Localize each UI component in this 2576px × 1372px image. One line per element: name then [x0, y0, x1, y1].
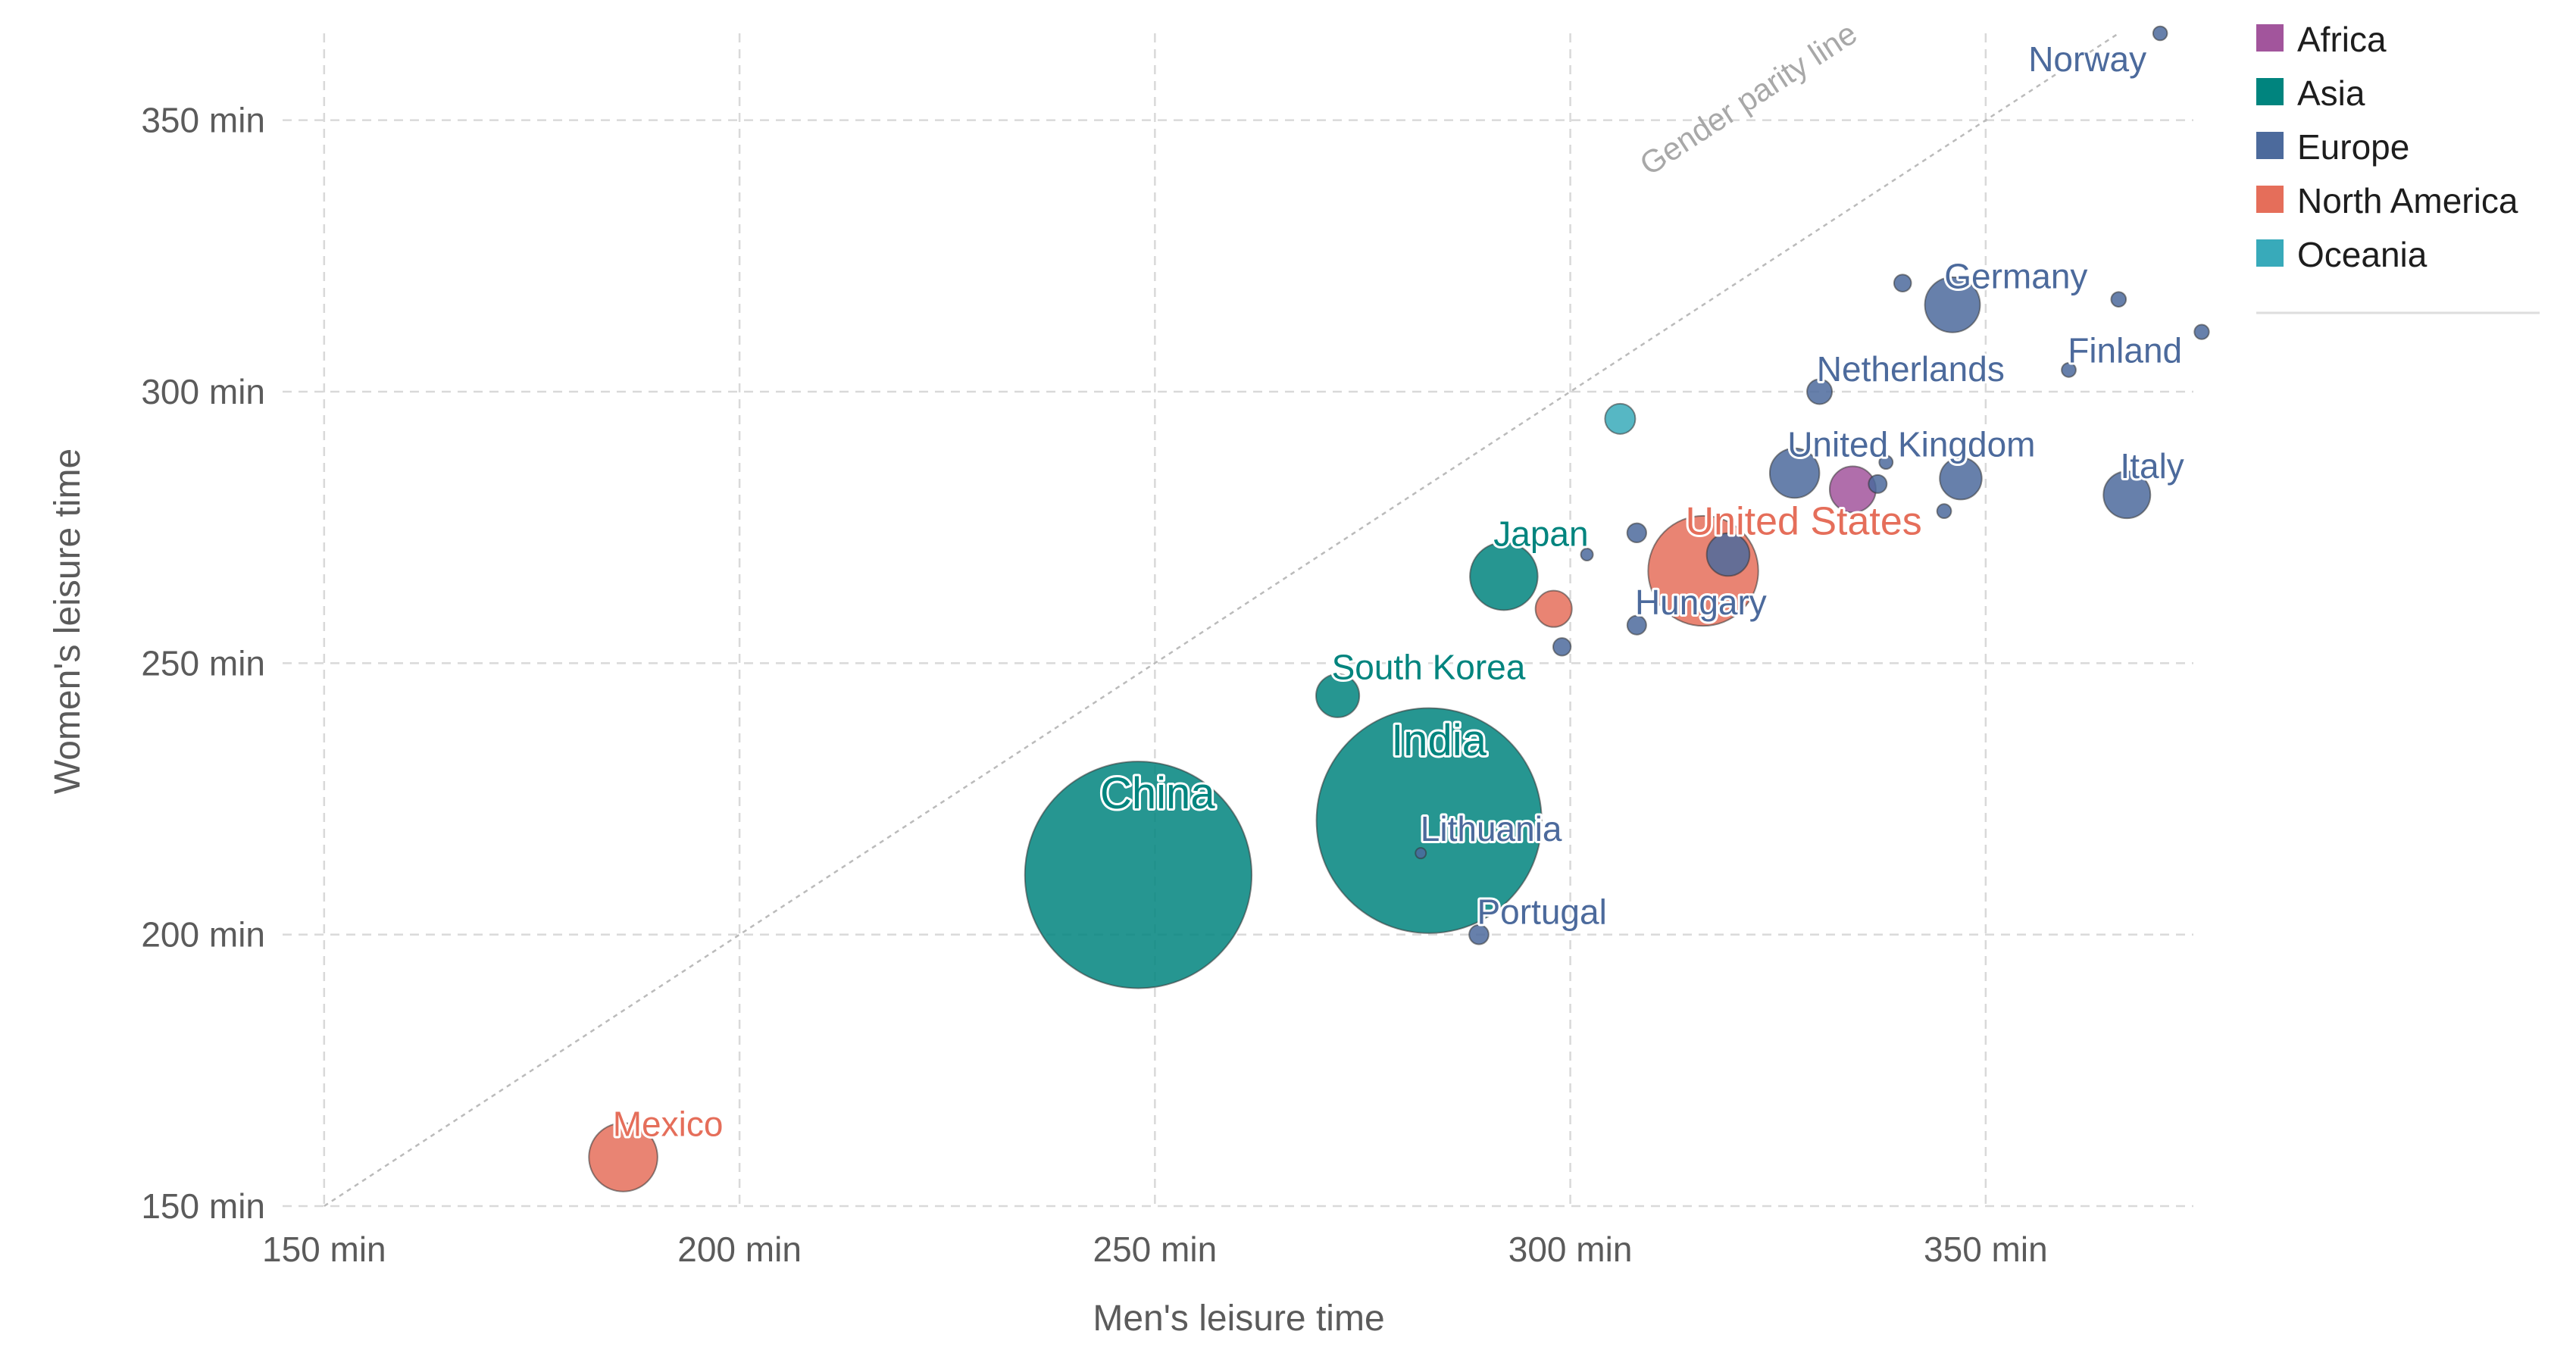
data-point[interactable] — [1626, 522, 1647, 543]
legend-label[interactable]: Oceania — [2297, 235, 2428, 274]
data-point[interactable] — [1552, 637, 1572, 657]
y-axis-title: Women's leisure time — [48, 448, 88, 794]
point-label: Japan — [1493, 514, 1588, 554]
legend-swatch[interactable] — [2256, 239, 2284, 267]
data-point[interactable] — [1626, 614, 1647, 636]
legend-label[interactable]: Asia — [2297, 73, 2365, 113]
dot-layer — [588, 25, 2210, 1192]
legend-label[interactable]: North America — [2297, 181, 2518, 220]
data-point[interactable] — [1024, 761, 1253, 989]
data-point[interactable] — [1469, 541, 1539, 611]
data-point[interactable] — [588, 1122, 658, 1192]
legend-swatch[interactable] — [2256, 78, 2284, 105]
label-layer: China India Japan South Korea Mexico United S… — [611, 37, 2187, 1146]
point-label: India — [1391, 716, 1487, 765]
data-point[interactable] — [1893, 273, 1912, 292]
tick-layer: 150 min 200 min 250 min 300 min 350 min 150 m… — [141, 101, 2047, 1269]
point-label: South Korea — [1332, 647, 1526, 686]
legend-swatch[interactable] — [2256, 186, 2284, 213]
x-tick-label: 350 min — [1924, 1230, 2048, 1269]
data-point[interactable] — [2193, 323, 2210, 340]
y-tick-label: 350 min — [141, 101, 265, 140]
data-point[interactable] — [1936, 503, 1952, 520]
data-point[interactable] — [1315, 673, 1361, 718]
gender-parity-line — [324, 32, 2119, 1208]
y-tick-label: 300 min — [141, 372, 265, 411]
data-point[interactable] — [1534, 589, 1573, 628]
data-point[interactable] — [1315, 707, 1543, 934]
data-point[interactable] — [2152, 25, 2168, 42]
legend-swatch[interactable] — [2256, 132, 2284, 159]
point-label: United Kingdom — [1787, 425, 2035, 464]
data-point[interactable] — [2061, 361, 2077, 378]
x-tick-label: 300 min — [1508, 1230, 1633, 1269]
data-point[interactable] — [1806, 378, 1834, 405]
data-point[interactable] — [1768, 447, 1821, 499]
point-label: Hungary — [1635, 583, 1767, 622]
data-point[interactable] — [1415, 847, 1427, 860]
point-label: China — [1100, 769, 1215, 818]
legend: Africa Asia Europe North America Oceania — [2256, 20, 2540, 314]
point-label: Finland — [2068, 330, 2182, 370]
x-axis-title: Men's leisure time — [1093, 1299, 1384, 1339]
data-point[interactable] — [1939, 456, 1983, 501]
x-tick-label: 250 min — [1093, 1230, 1218, 1269]
data-point[interactable] — [1924, 276, 1981, 333]
y-tick-label: 150 min — [141, 1186, 265, 1226]
legend-label[interactable]: Europe — [2297, 127, 2409, 167]
grid-layer — [283, 33, 2193, 1208]
data-point[interactable] — [1604, 402, 1637, 435]
parity-line-label: Gender parity line — [1633, 15, 1863, 183]
point-label: Germany — [1944, 256, 2087, 295]
legend-swatch[interactable] — [2256, 24, 2284, 52]
point-label: Lithuania — [1421, 809, 1562, 849]
parity-layer: Gender parity line — [324, 15, 2119, 1208]
point-label: Portugal — [1477, 892, 1606, 932]
data-point[interactable] — [2102, 470, 2152, 520]
y-tick-label: 250 min — [141, 643, 265, 683]
data-point[interactable] — [1468, 924, 1490, 945]
point-label: Norway — [2028, 39, 2146, 79]
x-tick-label: 200 min — [677, 1230, 802, 1269]
legend-label[interactable]: Africa — [2297, 20, 2387, 59]
data-point[interactable] — [1878, 455, 1894, 470]
y-tick-label: 200 min — [141, 915, 265, 955]
x-tick-label: 150 min — [262, 1230, 386, 1269]
data-point[interactable] — [1868, 473, 1888, 494]
data-point[interactable] — [2110, 291, 2127, 308]
point-label: United States — [1686, 500, 1922, 544]
point-label: Italy — [2120, 446, 2184, 486]
data-point[interactable] — [1705, 532, 1751, 577]
point-label: Mexico — [613, 1105, 724, 1144]
point-label: Netherlands — [1817, 349, 2005, 389]
data-point[interactable] — [1580, 548, 1594, 561]
